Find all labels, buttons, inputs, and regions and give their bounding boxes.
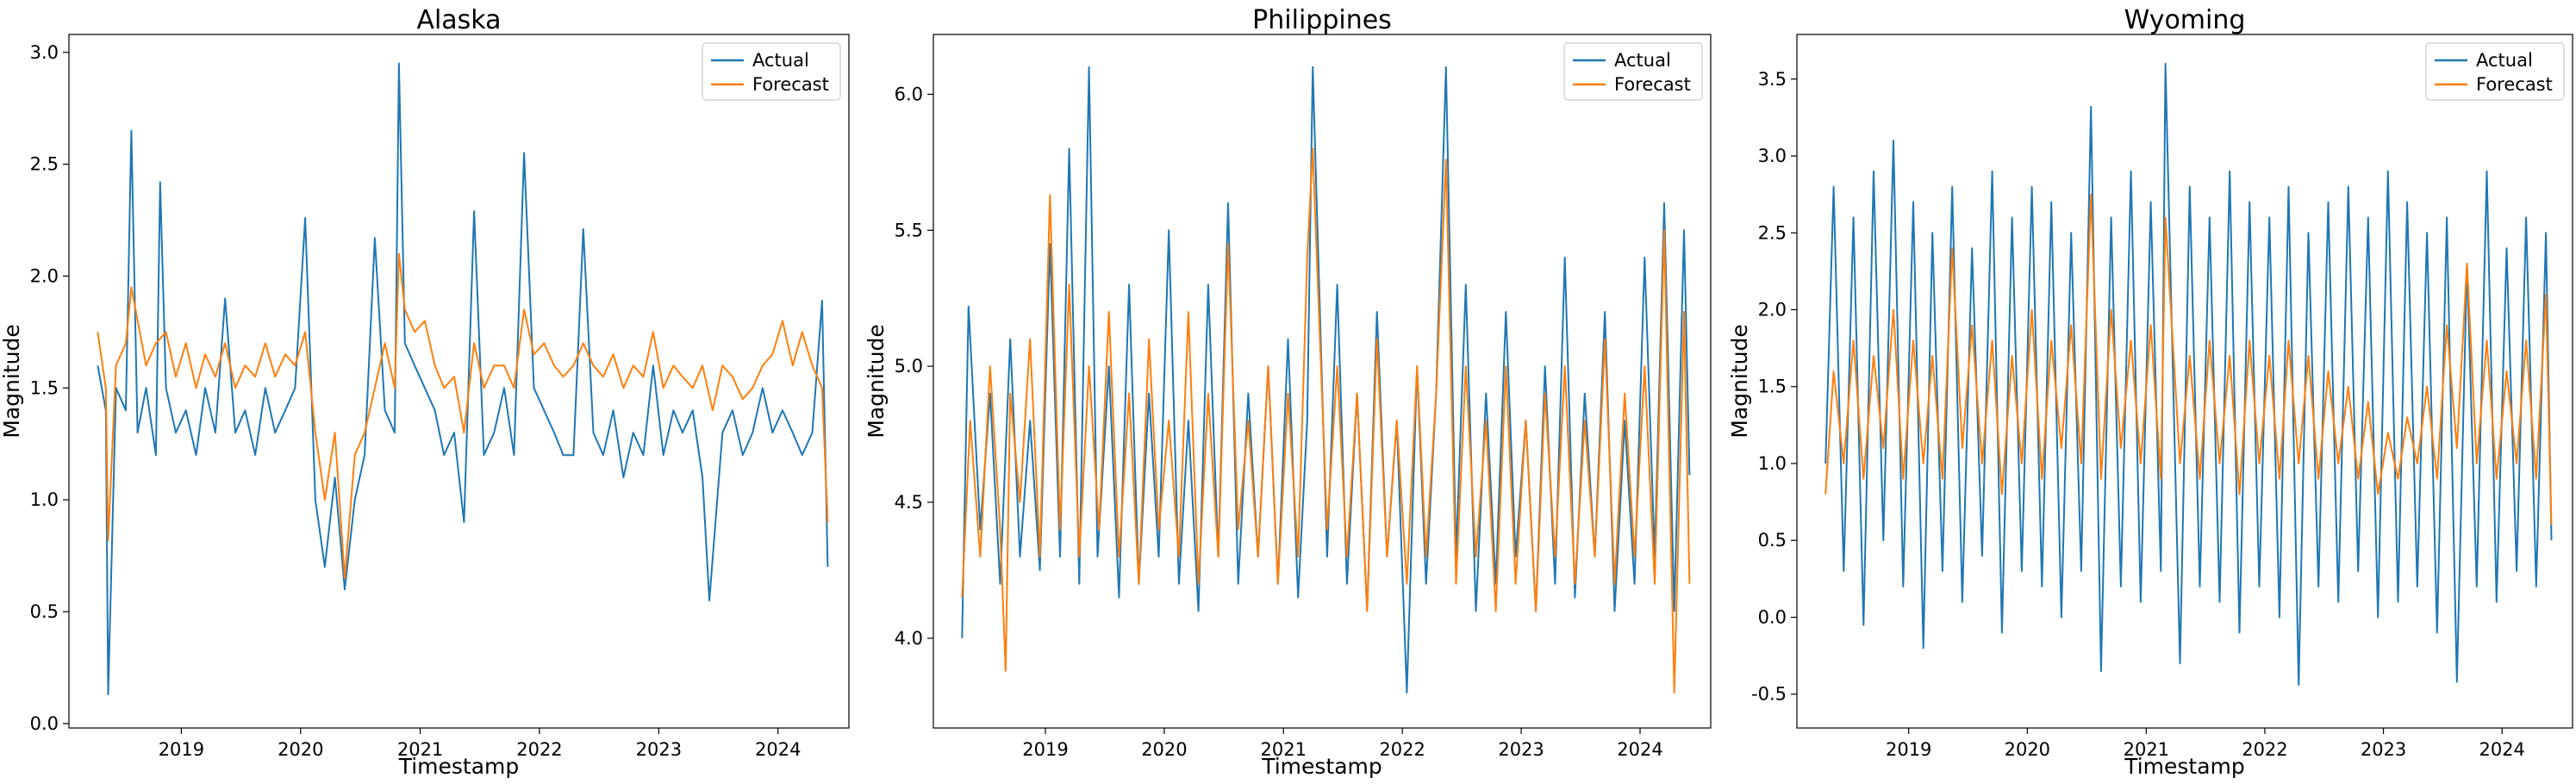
chart-panel-alaska: 2019 2020 2021 2022 2023 2024 0.0 0.5 1.0 1.5 2.0 2… [0,5,850,779]
x-tick-label: 2023 [1498,739,1544,760]
plot-frame [932,34,1712,729]
legend-label: Forecast [1614,74,1691,95]
x-tick-label: 2021 [2124,739,2169,760]
chart-title: Wyoming [2124,5,2246,35]
y-tick-label: 2.0 [30,265,59,286]
legend: Actual Forecast [1563,42,1703,101]
y-tick-label: 0.5 [1758,530,1787,551]
y-tick-label: 2.0 [1758,300,1787,320]
x-tick-label: 2023 [2361,739,2406,760]
series-line-actual [1824,62,2553,686]
y-tick-label: 0.0 [30,713,59,734]
x-tick-label: 2024 [1617,739,1662,760]
y-tick-label: 4.5 [895,492,923,513]
y-tick-label: -0.5 [1751,684,1787,705]
x-tick-label: 2019 [1022,739,1068,760]
y-tick-label: 2.5 [30,154,59,175]
y-tick-label: 2.5 [1758,222,1787,243]
x-tick-label: 2019 [1886,739,1931,760]
legend-box [1563,42,1703,101]
x-tick-label: 2023 [636,739,682,760]
series-line-forecast [961,147,1691,694]
x-axis-label: Timestamp [1261,754,1382,779]
x-tick-label: 2022 [2242,739,2287,760]
x-tick-label: 2019 [159,739,204,760]
x-tick-label: 2020 [2005,739,2050,760]
chart-panel-philippines: 2019 2020 2021 2022 2023 2024 4.0 4.5 5.0 5.5 6.0 P… [864,5,1712,779]
legend-label: Actual [752,50,809,71]
chart-title: Philippines [1252,5,1392,35]
series-line-actual [961,65,1691,694]
y-tick-label: 5.5 [895,220,923,240]
y-tick-label: 6.0 [895,84,923,104]
y-tick-label: 1.0 [1758,453,1787,474]
chart-title: Alaska [416,5,501,35]
series-line-actual [97,62,829,695]
plot-frame [1796,34,2573,729]
series-line-forecast [97,252,829,579]
legend-label: Actual [1614,50,1671,71]
x-tick-label: 2024 [2479,739,2524,760]
y-tick-label: 0.0 [1758,607,1787,627]
x-tick-label: 2022 [1379,739,1425,760]
x-axis-label: Timestamp [398,754,520,779]
y-tick-label: 4.0 [895,628,923,649]
chart-panel-wyoming: 2019 2020 2021 2022 2023 2024 -0.5 0.0 0.5 1.0 1.5… [1727,5,2573,779]
legend-label: Forecast [752,74,829,95]
x-tick-label: 2021 [397,739,443,760]
y-tick-label: 1.5 [1758,376,1787,397]
x-tick-label: 2020 [1141,739,1187,760]
x-tick-label: 2022 [516,739,562,760]
x-tick-label: 2024 [755,739,801,760]
series-line-forecast [1824,193,2553,526]
y-tick-label: 0.5 [30,601,59,622]
y-tick-label: 3.5 [1758,69,1787,90]
y-tick-label: 1.0 [30,489,59,510]
legend-label: Forecast [2476,74,2553,95]
y-axis-label: Magnitude [1727,324,1752,438]
plot-frame [68,34,850,729]
x-tick-label: 2021 [1260,739,1306,760]
y-axis-label: Magnitude [0,324,24,438]
y-tick-label: 3.0 [30,42,59,63]
legend-label: Actual [2476,50,2533,71]
legend: Actual Forecast [2425,42,2565,101]
legend: Actual Forecast [702,42,841,101]
x-axis-label: Timestamp [2124,754,2245,779]
legend-box [702,42,841,101]
legend-box [2425,42,2565,101]
x-tick-label: 2020 [278,739,323,760]
y-tick-label: 1.5 [30,377,59,398]
y-tick-label: 3.0 [1758,146,1787,166]
y-tick-label: 5.0 [895,356,923,376]
y-axis-label: Magnitude [864,324,889,438]
